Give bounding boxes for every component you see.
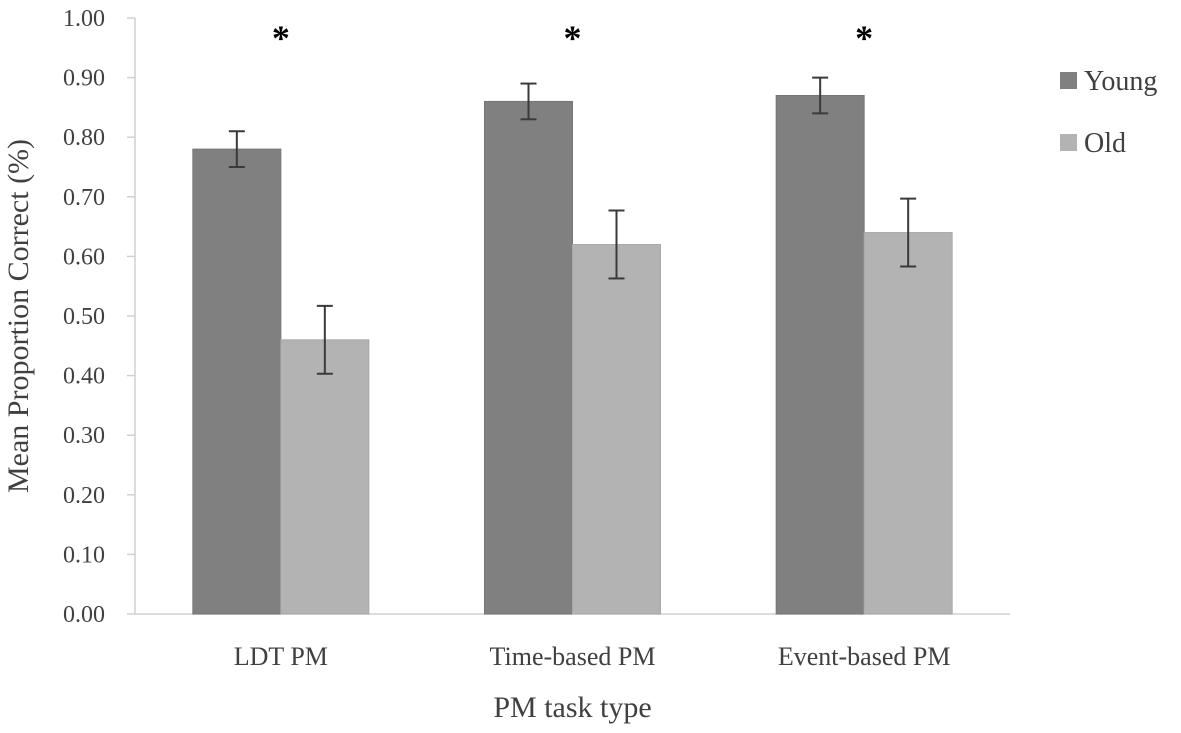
x-tick-label: LDT PM bbox=[234, 642, 328, 671]
y-tick-label: 0.70 bbox=[63, 185, 105, 211]
legend-swatch-young bbox=[1060, 72, 1077, 89]
y-tick-label: 1.00 bbox=[63, 6, 105, 32]
y-tick-label: 0.90 bbox=[63, 66, 105, 92]
x-tick-label: Time-based PM bbox=[490, 642, 656, 671]
y-axis-title: Mean Proportion Correct (%) bbox=[2, 139, 35, 493]
y-tick-label: 0.10 bbox=[63, 542, 105, 568]
y-tick-label: 0.80 bbox=[63, 125, 105, 151]
y-tick-label: 0.40 bbox=[63, 364, 105, 390]
y-tick-label: 0.20 bbox=[63, 483, 105, 509]
x-tick-label: Event-based PM bbox=[778, 642, 951, 671]
y-tick-label: 0.30 bbox=[63, 423, 105, 449]
bar-old-3 bbox=[863, 232, 953, 615]
legend-swatch-old bbox=[1060, 134, 1077, 151]
significance-marker: * bbox=[855, 18, 873, 58]
bar-young-1 bbox=[192, 148, 282, 615]
significance-marker: * bbox=[272, 18, 290, 58]
significance-marker: * bbox=[564, 18, 582, 58]
x-axis-title: PM task type bbox=[493, 691, 651, 724]
y-tick-label: 0.60 bbox=[63, 244, 105, 270]
bar-old-2 bbox=[572, 243, 661, 615]
legend-label-young: Young bbox=[1084, 66, 1157, 97]
bar-young-3 bbox=[775, 94, 865, 615]
y-tick-label: 0.00 bbox=[63, 602, 105, 628]
y-tick-label: 0.50 bbox=[63, 304, 105, 330]
bar-old-1 bbox=[280, 339, 370, 615]
bar-young-2 bbox=[484, 100, 573, 615]
legend-label-old: Old bbox=[1084, 128, 1126, 159]
